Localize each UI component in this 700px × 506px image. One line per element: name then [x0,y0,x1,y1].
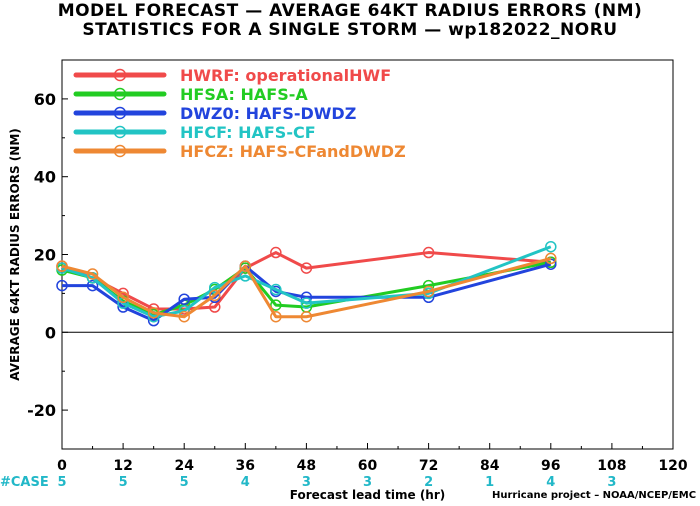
data-point [300,310,313,323]
data-point [147,307,160,319]
data-point [422,246,435,259]
x-tick-label: 36 [236,458,255,474]
series-line [61,245,552,319]
y-axis-label: AVERAGE 64KT RADIUS ERRORS (NM) [8,128,22,380]
x-tick-label: 96 [541,458,560,474]
y-tick-label: -20 [27,401,56,420]
legend-entry: HFCF: HAFS-CF [180,123,316,142]
data-point [56,279,68,292]
data-point [270,246,282,259]
x-tick-label: 0 [57,458,67,474]
series-line [62,262,552,323]
data-point [270,283,282,296]
data-point [270,310,282,323]
data-point [117,291,129,304]
case-count: 1 [485,475,494,490]
data-point [86,279,99,292]
case-count: 5 [119,475,128,490]
legend-entry: HFSA: HAFS-A [180,85,308,104]
credit-text: Hurricane project – NOAA/NCEP/EMC [492,490,697,501]
case-count: 4 [241,475,250,490]
legend-marker [113,68,127,82]
case-label: #CASE [0,475,49,490]
chart-title: MODEL FORECAST — AVERAGE 64KT RADIUS ERR… [57,1,643,21]
legend-marker [113,125,127,139]
legend-marker [113,106,127,120]
legend-entry: DWZ0: HAFS-DWDZ [180,104,356,123]
x-tick-label: 60 [358,458,378,474]
data-point [270,299,282,311]
x-tick-label: 108 [597,458,626,474]
x-axis-label: Forecast lead time (hr) [290,488,446,502]
data-point [422,285,435,298]
x-tick-label: 72 [419,458,438,474]
y-tick-label: 40 [34,168,56,187]
data-point [178,293,190,305]
x-tick-label: 12 [113,458,132,474]
data-point [178,310,190,323]
y-tick-label: 60 [34,90,56,109]
data-point [545,240,557,253]
y-tick-label: 20 [34,246,56,265]
data-point [239,260,252,272]
data-point [86,268,99,280]
data-point [209,281,221,294]
series-line [61,251,551,311]
case-count: 5 [180,475,189,490]
case-count: 2 [424,475,433,490]
x-tick-label: 24 [174,458,194,474]
legend-marker [113,87,127,101]
case-count: 4 [546,475,555,490]
chart-subtitle: STATISTICS FOR A SINGLE STORM — wp182022… [82,20,618,40]
data-point [300,262,313,274]
legend-marker [113,144,127,158]
x-tick-label: 120 [658,458,687,474]
y-tick-label: 0 [45,323,56,342]
data-point [209,289,221,302]
data-point [545,252,557,265]
legend-entry: HWRF: operationalHWF [180,66,391,85]
case-count: 3 [607,475,616,490]
case-count: 3 [302,475,311,490]
case-count: 3 [363,475,372,490]
plot-frame [61,59,674,450]
legend-entry: HFCZ: HAFS-CFandDWDZ [180,142,406,161]
series-line [61,256,552,319]
series-line [61,260,552,317]
data-point [56,260,68,272]
x-tick-label: 48 [297,458,316,474]
data-point [300,297,313,309]
x-tick-label: 84 [480,458,500,474]
case-count: 5 [57,475,66,490]
